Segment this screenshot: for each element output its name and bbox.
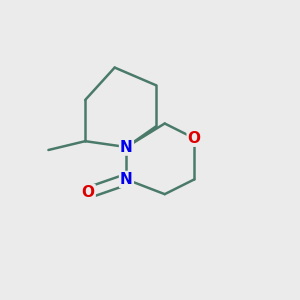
Text: N: N	[120, 140, 133, 154]
Text: O: O	[188, 131, 201, 146]
Text: N: N	[120, 172, 133, 187]
Text: O: O	[82, 185, 95, 200]
